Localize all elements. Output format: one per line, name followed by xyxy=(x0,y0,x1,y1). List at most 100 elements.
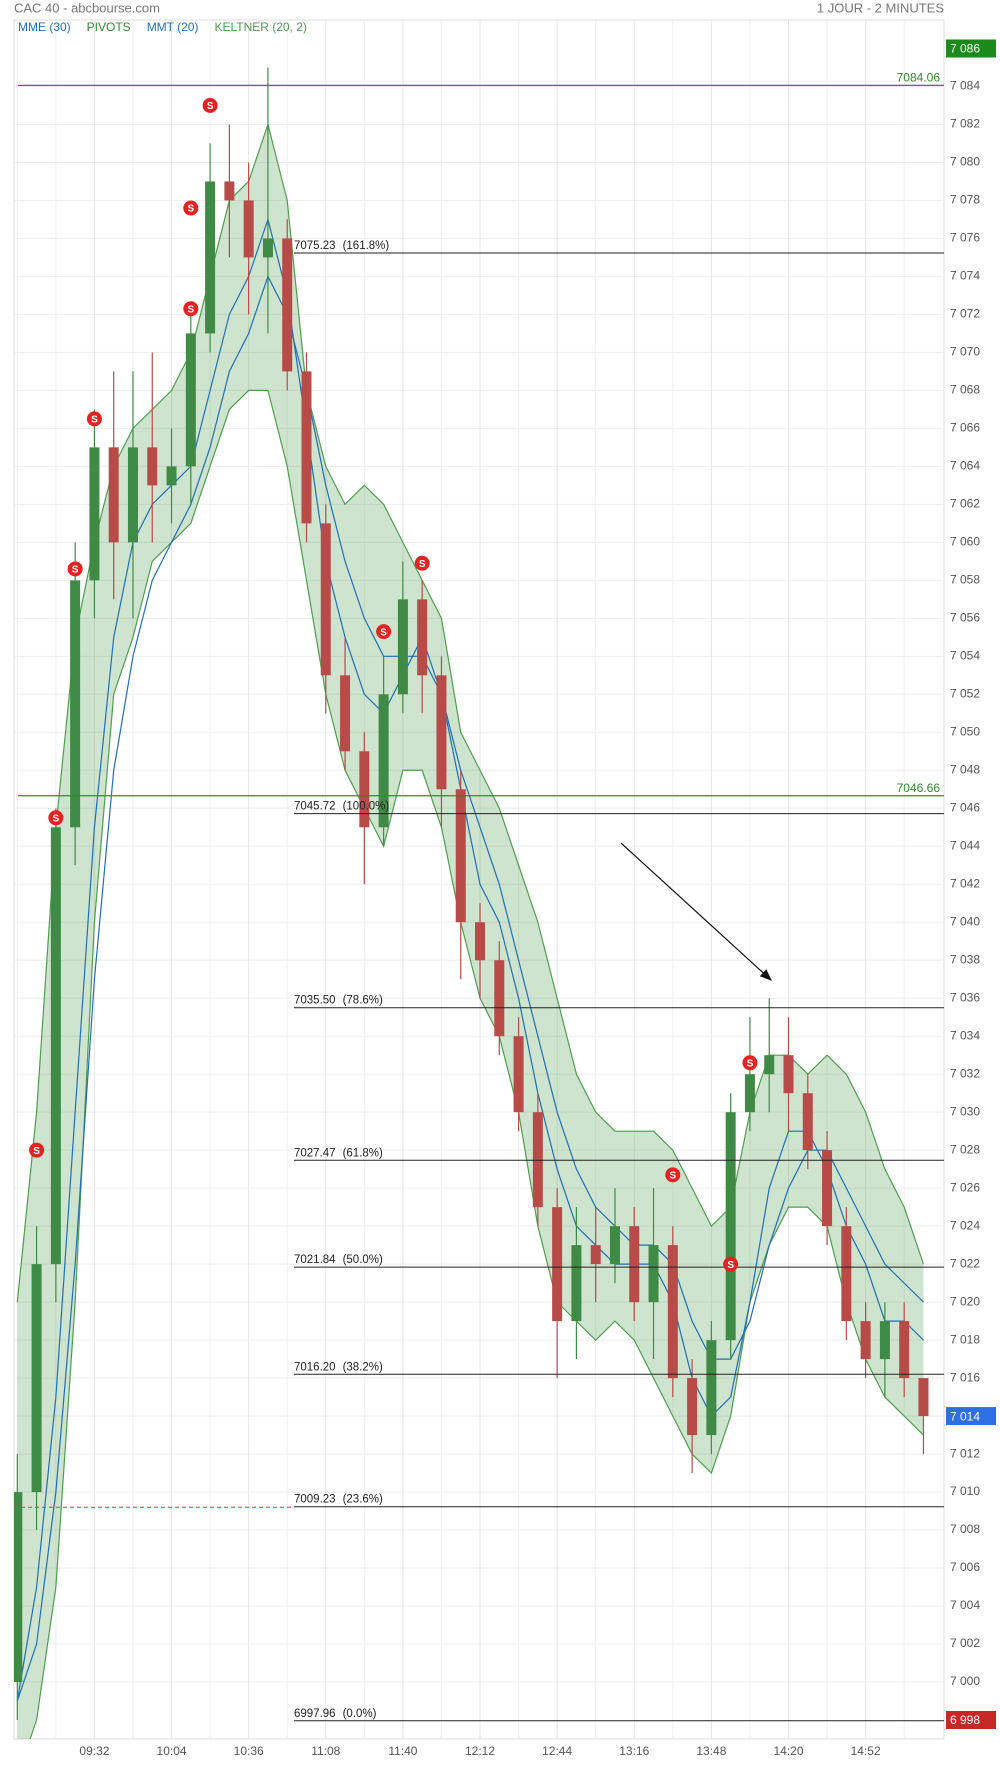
y-tick-label: 7 078 xyxy=(950,193,980,207)
y-tick-label: 7 012 xyxy=(950,1446,980,1460)
fibonacci-ratio: (100.0%) xyxy=(343,801,390,813)
candle-body xyxy=(31,1264,42,1493)
fibonacci-ratio: (61.8%) xyxy=(343,1147,383,1159)
y-tick-label: 7 052 xyxy=(950,686,980,700)
overlays: 7084.06 7046.66 7075.23 (161.8%) 7045.72 (100… xyxy=(14,39,996,1730)
y-tick-label: 7 072 xyxy=(950,307,980,321)
signal-label: S xyxy=(187,204,194,215)
candle-body xyxy=(185,333,196,467)
signal-label: S xyxy=(207,101,214,112)
candle-body xyxy=(513,1036,524,1113)
plot-area xyxy=(14,67,929,1739)
candle-body xyxy=(629,1226,640,1303)
candle-body xyxy=(282,238,293,372)
signal-marker xyxy=(202,97,218,113)
y-tick-label: 7 058 xyxy=(950,573,980,587)
y-tick-label: 7 000 xyxy=(950,1674,980,1688)
signal-marker xyxy=(742,1055,758,1071)
fibonacci-price: 7027.47 xyxy=(294,1147,336,1159)
candle-body xyxy=(571,1245,582,1322)
y-tick-label: 7 022 xyxy=(950,1256,980,1270)
y-tick-label: 7 028 xyxy=(950,1142,980,1156)
y-tick-label: 7 082 xyxy=(950,117,980,131)
fibonacci-ratio: (0.0%) xyxy=(343,1708,377,1720)
y-tick-label: 7 038 xyxy=(950,952,980,966)
y-tick-label: 7 030 xyxy=(950,1104,980,1118)
candle-body xyxy=(397,599,408,695)
x-tick-label: 11:40 xyxy=(388,1744,417,1758)
candle-body xyxy=(609,1226,620,1265)
x-tick-label: 10:04 xyxy=(157,1744,187,1758)
fibonacci-ratio: (23.6%) xyxy=(343,1494,383,1506)
fibonacci-ratio: (78.6%) xyxy=(343,995,383,1007)
candle-body xyxy=(205,181,216,334)
x-tick-label: 12:12 xyxy=(465,1744,495,1758)
keltner-band xyxy=(17,124,924,1739)
candle-body xyxy=(436,675,447,790)
x-tick-label: 11:08 xyxy=(311,1744,340,1758)
y-tick-label: 7 050 xyxy=(950,724,980,738)
candle-body xyxy=(590,1245,601,1265)
fibonacci-price: 7009.23 xyxy=(294,1494,336,1506)
signal-marker xyxy=(665,1167,681,1183)
candle-body xyxy=(841,1226,852,1322)
candle-body xyxy=(879,1321,890,1360)
signal-marker xyxy=(183,301,199,317)
candle-body xyxy=(475,922,486,961)
candle-body xyxy=(802,1093,813,1151)
candle-body xyxy=(262,238,273,258)
candle-body xyxy=(417,599,428,676)
signal-label: S xyxy=(91,415,98,426)
signal-label: S xyxy=(72,565,79,576)
y-tick-label: 7 026 xyxy=(950,1180,980,1194)
candle-body xyxy=(243,200,254,258)
candle-body xyxy=(340,675,351,752)
candle-body xyxy=(822,1150,833,1227)
candle-body xyxy=(455,789,466,923)
signal-marker xyxy=(29,1142,45,1158)
candle-body xyxy=(359,751,370,828)
y-tick-label: 7 056 xyxy=(950,610,980,624)
x-tick-label: 13:48 xyxy=(696,1744,726,1758)
signal-label: S xyxy=(53,813,60,824)
y-tick-label: 7 076 xyxy=(950,231,980,245)
legend-entry: MME (30) xyxy=(18,20,71,34)
y-tick-label: 7 064 xyxy=(950,459,980,473)
y-tick-label: 7 066 xyxy=(950,421,980,435)
candle-body xyxy=(744,1074,755,1113)
y-tick-label: 7 008 xyxy=(950,1522,980,1536)
legend-entry: MMT (20) xyxy=(147,20,199,34)
y-tick-label: 7 016 xyxy=(950,1370,980,1384)
fibonacci-ratio: (161.8%) xyxy=(343,240,390,252)
signal-marker xyxy=(414,555,430,571)
y-tick-label: 7 042 xyxy=(950,876,980,890)
legend-entry: PIVOTS xyxy=(87,20,131,34)
candle-body xyxy=(532,1112,543,1208)
candle-body xyxy=(899,1321,910,1379)
y-tick-label: 7 018 xyxy=(950,1332,980,1346)
fibonacci-price: 6997.96 xyxy=(294,1708,336,1720)
x-tick-label: 14:20 xyxy=(773,1744,803,1758)
candle-body xyxy=(127,447,138,543)
price-marker-box xyxy=(946,1711,996,1730)
fibonacci-price: 7021.84 xyxy=(294,1254,336,1266)
candle-body xyxy=(301,371,312,524)
grid: 7 000 7 002 7 004 7 006 7 008 7 010 7 012 7 014… xyxy=(14,20,980,1758)
signal-label: S xyxy=(727,1260,734,1271)
y-tick-label: 7 006 xyxy=(950,1560,980,1574)
candle-body xyxy=(706,1340,717,1436)
signal-label: S xyxy=(380,627,387,638)
plot-frame xyxy=(13,19,945,1740)
signal-marker xyxy=(67,561,83,577)
x-tick-label: 14:52 xyxy=(851,1744,881,1758)
moving-average xyxy=(16,217,924,1702)
candle-body xyxy=(166,466,177,486)
y-tick-label: 7 020 xyxy=(950,1294,980,1308)
y-tick-label: 7 084 xyxy=(950,79,980,93)
fibonacci-ratio: (38.2%) xyxy=(343,1361,383,1373)
chart-subtitle: 1 JOUR - 2 MINUTES xyxy=(817,0,944,15)
signal-marker xyxy=(86,411,102,427)
y-tick-label: 7 010 xyxy=(950,1484,980,1498)
y-tick-label: 7 024 xyxy=(950,1218,980,1232)
